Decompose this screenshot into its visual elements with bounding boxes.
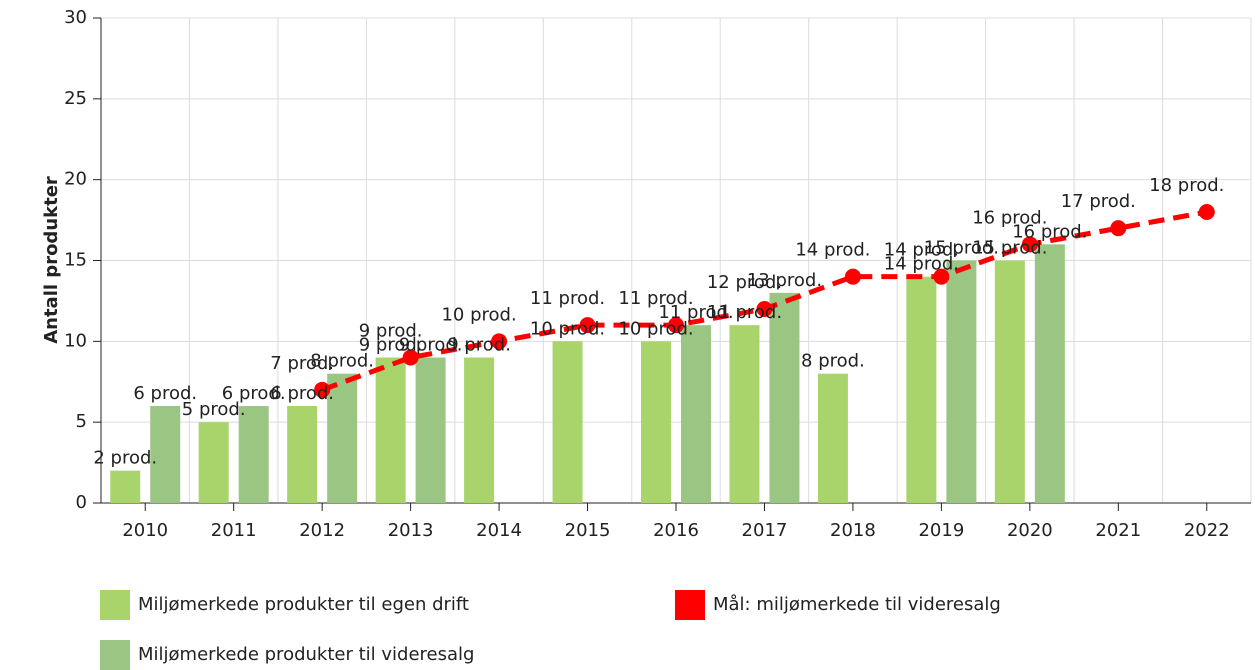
- data-label: 7 prod.: [270, 353, 334, 374]
- data-label: 16 prod.: [972, 207, 1047, 228]
- target-marker: [402, 349, 419, 366]
- y-tick-label: 15: [64, 250, 87, 271]
- data-label: 5 prod.: [182, 399, 246, 420]
- data-label: 17 prod.: [1061, 191, 1136, 212]
- bar: [906, 276, 937, 503]
- legend-swatch: [100, 640, 130, 670]
- bar: [729, 325, 760, 503]
- data-label: 9 prod.: [359, 321, 423, 342]
- data-label: 14 prod.: [884, 254, 959, 275]
- x-tick-label: 2022: [1184, 520, 1230, 541]
- target-marker: [756, 301, 773, 317]
- bar: [110, 470, 141, 503]
- y-tick-label: 30: [64, 7, 87, 28]
- bar: [817, 373, 848, 503]
- x-tick-label: 2014: [476, 520, 522, 541]
- legend-label: Miljømerkede produkter til egen drift: [138, 594, 469, 615]
- target-marker: [491, 333, 508, 350]
- target-marker: [314, 381, 331, 398]
- legend-label: Miljømerkede produkter til videresalg: [138, 644, 474, 665]
- bar: [641, 341, 671, 503]
- bar: [238, 406, 269, 503]
- target-marker: [1198, 204, 1215, 220]
- data-label: 9 prod.: [399, 335, 463, 356]
- data-label: 14 prod.: [795, 240, 870, 261]
- bar: [552, 341, 583, 503]
- data-label: 9 prod.: [359, 335, 423, 356]
- data-label: 13 prod.: [747, 270, 822, 291]
- x-tick-label: 2021: [1095, 520, 1141, 541]
- bar: [681, 325, 711, 503]
- bar: [946, 260, 977, 503]
- data-label: 11 prod.: [618, 288, 693, 309]
- x-tick-label: 2016: [653, 520, 699, 541]
- x-tick-label: 2017: [742, 520, 788, 541]
- bar: [198, 422, 229, 503]
- x-tick-label: 2015: [565, 520, 611, 541]
- legend-label: Mål: miljømerkede til videresalg: [713, 594, 1001, 615]
- data-label: 2 prod.: [93, 448, 157, 469]
- x-tick-label: 2013: [388, 520, 434, 541]
- bar: [994, 260, 1025, 503]
- target-marker: [1110, 220, 1127, 237]
- target-marker: [668, 317, 684, 334]
- legend-swatch: [100, 590, 130, 620]
- bar: [287, 406, 318, 503]
- target-marker: [579, 317, 596, 334]
- y-tick-label: 5: [76, 411, 87, 432]
- legend-swatch: [675, 590, 705, 620]
- data-label: 8 prod.: [801, 351, 865, 372]
- x-tick-label: 2012: [299, 520, 345, 541]
- y-axis-label: Antall produkter: [41, 176, 62, 344]
- x-tick-label: 2011: [211, 520, 257, 541]
- target-marker: [933, 268, 950, 285]
- x-tick-label: 2019: [918, 520, 964, 541]
- data-label: 10 prod.: [441, 304, 516, 325]
- data-label: 9 prod.: [447, 335, 511, 356]
- bar: [375, 357, 406, 503]
- data-label: 15 prod.: [924, 238, 999, 259]
- bar: [769, 292, 800, 503]
- data-label: 6 prod.: [270, 383, 334, 404]
- y-tick-label: 20: [64, 169, 87, 190]
- bar: [1034, 244, 1065, 504]
- target-marker: [844, 268, 861, 285]
- data-label: 11 prod.: [530, 288, 605, 309]
- data-label: 8 prod.: [310, 351, 374, 372]
- x-tick-label: 2018: [830, 520, 876, 541]
- x-tick-label: 2010: [122, 520, 168, 541]
- data-label: 10 prod.: [530, 318, 605, 339]
- bar: [327, 373, 358, 503]
- data-label: 12 prod.: [707, 272, 782, 293]
- bar: [415, 357, 446, 503]
- data-label: 18 prod.: [1149, 175, 1224, 196]
- data-label: 16 prod.: [1012, 221, 1087, 242]
- data-label: 6 prod.: [222, 383, 286, 404]
- data-label: 11 prod.: [658, 302, 733, 323]
- y-tick-label: 10: [64, 330, 87, 351]
- data-label: 10 prod.: [618, 318, 693, 339]
- y-tick-label: 0: [76, 492, 87, 513]
- y-tick-label: 25: [64, 88, 87, 109]
- data-label: 15 prod.: [972, 238, 1047, 259]
- data-label: 11 prod.: [707, 302, 782, 323]
- bar: [150, 406, 181, 503]
- x-tick-label: 2020: [1007, 520, 1053, 541]
- data-label: 14 prod.: [884, 240, 959, 261]
- data-label: 6 prod.: [133, 383, 197, 404]
- bar: [464, 357, 495, 503]
- target-marker: [1021, 236, 1038, 253]
